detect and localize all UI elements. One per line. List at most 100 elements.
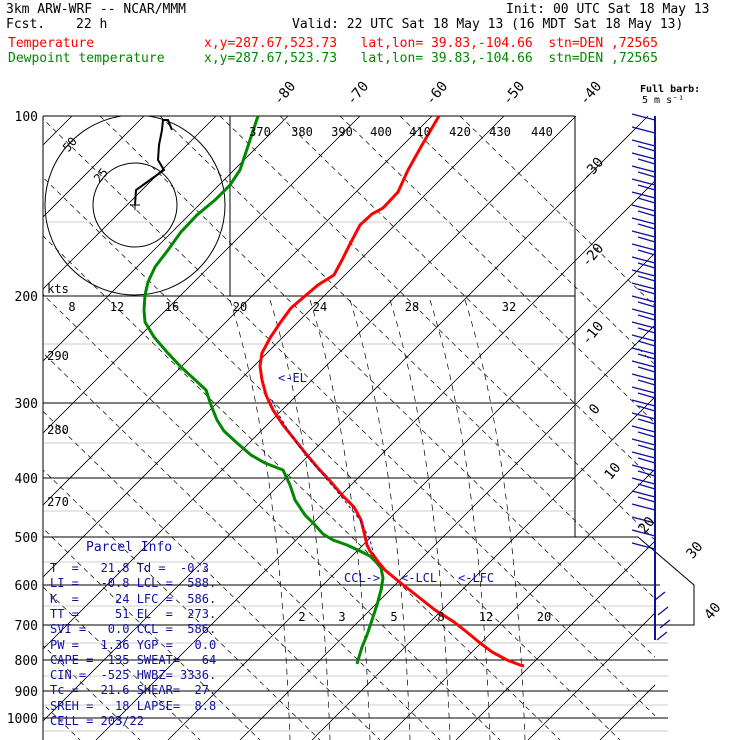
- wind-barb: [659, 619, 671, 629]
- wind-barb: [637, 496, 656, 503]
- wind-barb: [631, 451, 656, 459]
- wind-barb: [637, 171, 656, 178]
- wind-barb: [637, 405, 656, 412]
- mixing-ratio-label: 20: [233, 300, 247, 314]
- wind-barb: [631, 256, 656, 264]
- wind-barb: [631, 204, 656, 212]
- wind-barb: [631, 373, 656, 381]
- barb-legend: Full barb:: [640, 84, 701, 95]
- dewpoint-location: x,y=287.67,523.73 lat,lon= 39.83,-104.66…: [204, 51, 658, 66]
- temperature-trace: [258, 115, 525, 668]
- parcel-info-row: PW = 1.36 YGP = 0.0: [50, 637, 217, 652]
- moist-adiabat-line: [309, 299, 371, 740]
- wind-barb: [631, 308, 656, 316]
- isotherm-label: 10: [601, 460, 624, 483]
- wind-barb: [631, 165, 656, 173]
- wind-barb: [637, 314, 656, 321]
- temperature-legend: Temperature: [8, 36, 95, 51]
- isotherm-line: [43, 116, 217, 290]
- wind-barb: [631, 412, 656, 420]
- parcel-info-title: Parcel Info: [86, 540, 173, 555]
- wind-barb: [631, 347, 656, 355]
- dry-adiabats: [43, 116, 655, 740]
- wind-barb: [631, 152, 656, 160]
- wind-barb: [631, 243, 656, 251]
- mixing-ratio-label: 16: [165, 300, 179, 314]
- wind-barb: [637, 457, 656, 464]
- wind-barb: [631, 321, 656, 329]
- pressure-label: 200: [15, 290, 38, 305]
- parcel-info-row: T = 21.8 Td = -0.3: [50, 561, 209, 575]
- wind-barb: [631, 217, 656, 225]
- wind-barb: [631, 503, 656, 511]
- wind-barb: [656, 631, 668, 641]
- wind-barb: [637, 301, 656, 308]
- wind-barb: [637, 249, 656, 256]
- dry-adiabat-line: [159, 116, 655, 600]
- wind-barb: [637, 431, 656, 438]
- isotherm-line: [43, 116, 505, 578]
- wind-barb: [637, 470, 656, 477]
- wind-barb: [637, 340, 656, 347]
- wind-barb: [631, 178, 656, 186]
- wind-barb: [637, 392, 656, 399]
- wind-barb: [631, 529, 656, 537]
- mixing-ratio-label: 24: [313, 300, 327, 314]
- isotherm-line: [43, 116, 433, 506]
- parcel-info-row: SREH = 18 LAPSE= 8.8: [50, 698, 217, 713]
- dry-adiabat-line: [99, 116, 655, 658]
- parcel-info-row: CIN = -525 HWBZ= 3336.: [50, 668, 217, 683]
- mixing-ratio-label: 5: [390, 610, 397, 624]
- wind-barb: [631, 282, 656, 290]
- isotherm-label: -50: [500, 79, 529, 109]
- mixing-ratio-label: 2: [298, 610, 305, 624]
- hodograph-label: kts: [47, 282, 69, 296]
- dewpoint-legend: Dewpoint temperature: [8, 51, 165, 66]
- theta-left-label: 290: [47, 349, 69, 363]
- isotherm-label: 0: [586, 401, 604, 418]
- wind-barb: [631, 126, 656, 134]
- theta-label: 410: [409, 125, 431, 139]
- wind-barb: [637, 262, 656, 269]
- moist-adiabat-line: [429, 299, 491, 740]
- wind-barb: [637, 379, 656, 386]
- parcel-info-row: K = 24 LFC = 586.: [50, 591, 217, 606]
- isotherm-label: -10: [579, 319, 608, 349]
- isotherm-label: -30: [579, 155, 608, 185]
- isotherm-line: [95, 180, 655, 740]
- plot-frame: [42, 116, 695, 740]
- isotherm-line: [43, 116, 361, 434]
- pressure-label: 700: [15, 619, 38, 634]
- wind-barb: [631, 438, 656, 446]
- isotherm-label: -70: [344, 79, 373, 109]
- moist-adiabat-line: [349, 299, 411, 740]
- parcel-level-marker: CCL->: [344, 571, 380, 585]
- isotherm-label: -60: [423, 79, 452, 109]
- isotherm-line: [383, 468, 655, 740]
- wind-barb: [637, 197, 656, 204]
- wind-barbs: [631, 113, 671, 641]
- wind-barb: [637, 483, 656, 490]
- theta-label: 400: [370, 125, 392, 139]
- pressure-label: 100: [15, 110, 38, 125]
- wind-barb: [631, 334, 656, 342]
- hodograph-trace: [134, 119, 173, 206]
- wind-barb: [631, 516, 656, 524]
- isotherm-line: [527, 612, 655, 740]
- isotherm-line: [455, 540, 655, 740]
- wind-barb: [631, 464, 656, 472]
- pressure-label: 1000: [7, 712, 38, 727]
- parcel-info-row: TT = 51 EL = 273.: [50, 606, 217, 621]
- wind-barb: [631, 477, 656, 485]
- wind-barb: [637, 236, 656, 243]
- wind-barb: [637, 327, 656, 334]
- moist-adiabat-line: [269, 299, 331, 740]
- pressure-label: 300: [15, 397, 38, 412]
- isotherm-label: -40: [577, 79, 606, 109]
- parcel-info-row: LI = -0.8 LCL = 588.: [50, 576, 217, 591]
- isotherm-label: -20: [579, 241, 608, 271]
- isotherm-line: [311, 396, 655, 740]
- wind-barb: [637, 275, 656, 282]
- wind-barb: [631, 399, 656, 407]
